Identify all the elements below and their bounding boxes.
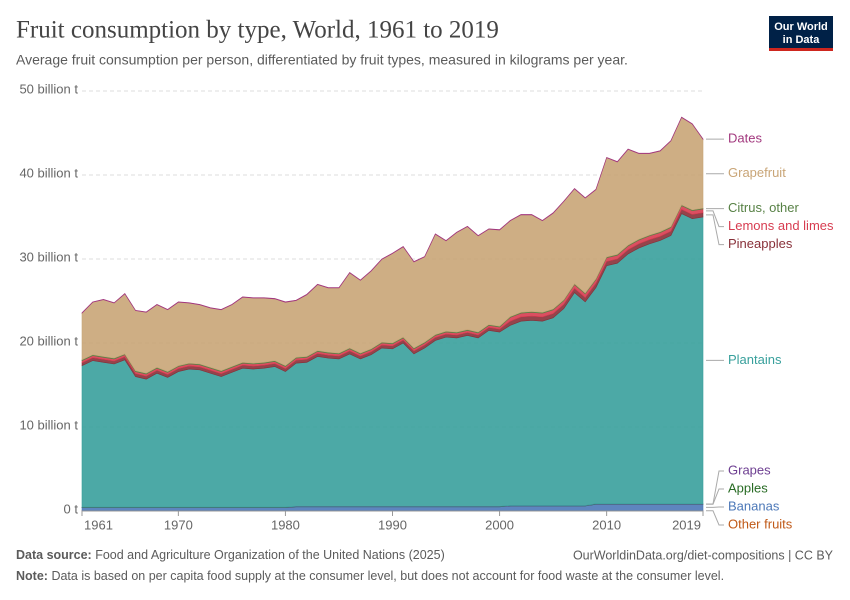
- y-tick-label: 40 billion t: [19, 165, 78, 180]
- note-text: Data is based on per capita food supply …: [51, 569, 724, 583]
- x-tick-label: 1980: [271, 517, 300, 532]
- footer-url[interactable]: OurWorldinData.org/diet-compositions | C…: [573, 548, 834, 562]
- legend-label: Grapefruit: [728, 165, 786, 180]
- chart-subtitle: Average fruit consumption per person, di…: [16, 52, 628, 68]
- legend-label: Grapes: [728, 462, 771, 477]
- x-tick-label: 1990: [378, 517, 407, 532]
- area: [81, 116, 704, 314]
- logo-text: Our World: [774, 21, 828, 33]
- source-text: Food and Agriculture Organization of the…: [95, 548, 445, 562]
- y-tick-label: 0 t: [64, 501, 79, 516]
- footer-note: Note: Data is based on per capita food s…: [16, 569, 724, 583]
- source-label: Data source:: [16, 548, 92, 562]
- x-tick-label: 2000: [485, 517, 514, 532]
- footer-source: Data source: Food and Agriculture Organi…: [16, 548, 445, 562]
- chart-title: Fruit consumption by type, World, 1961 t…: [16, 17, 499, 44]
- x-tick-label: 2010: [592, 517, 621, 532]
- x-tick-label: 1970: [164, 517, 193, 532]
- legend-label: Lemons and limes: [728, 218, 834, 233]
- label-connector: [706, 510, 724, 526]
- label-connector: [706, 488, 724, 505]
- logo-box: [769, 16, 833, 50]
- legend-label: Apples: [728, 480, 768, 495]
- legend-label: Pineapples: [728, 236, 793, 251]
- y-tick-label: 50 billion t: [19, 81, 78, 96]
- logo-bar: [769, 48, 833, 51]
- legend-label: Citrus, other: [728, 200, 799, 215]
- x-tick-label: 1961: [84, 517, 113, 532]
- y-tick-label: 20 billion t: [19, 333, 78, 348]
- legend-label: Dates: [728, 131, 762, 146]
- logo[interactable]: Our World in Data: [769, 16, 833, 51]
- y-tick-label: 30 billion t: [19, 249, 78, 264]
- logo-text: in Data: [783, 34, 821, 46]
- label-connector: [706, 214, 724, 246]
- legend-label: Plantains: [728, 352, 782, 367]
- y-tick-label: 10 billion t: [19, 417, 78, 432]
- label-connector: [706, 210, 724, 228]
- legend-label: Other fruits: [728, 516, 793, 531]
- x-tick-label: 2019: [672, 517, 701, 532]
- legend-label: Bananas: [728, 498, 780, 513]
- note-label: Note:: [16, 569, 48, 583]
